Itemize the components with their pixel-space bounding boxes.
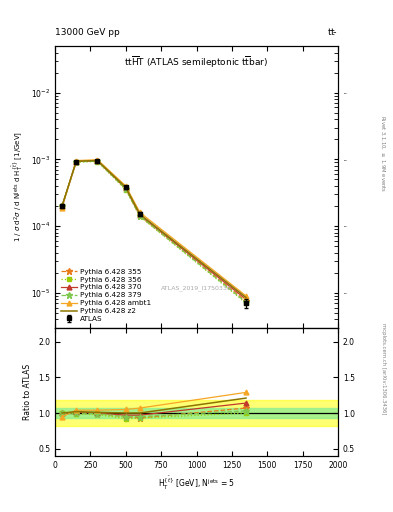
Pythia 6.428 355 <box>60 203 64 209</box>
Bar <box>55 400 338 426</box>
Pythia 6.428 355 <box>123 186 128 192</box>
Pythia 6.428 ambt1 <box>60 204 64 210</box>
Pythia 6.428 379 <box>74 159 79 165</box>
Pythia 6.428 370 <box>138 212 142 219</box>
Text: ATLAS_2019_I1750330: ATLAS_2019_I1750330 <box>161 285 232 291</box>
Pythia 6.428 356 <box>138 214 142 220</box>
Pythia 6.428 356 <box>123 187 128 193</box>
Pythia 6.428 355 <box>74 158 79 164</box>
Text: tt$\overline{\mathrm{H}}$T (ATLAS semileptonic t$\overline{\mathrm{t}}$bar): tt$\overline{\mathrm{H}}$T (ATLAS semile… <box>125 55 268 70</box>
Pythia 6.428 370 <box>123 185 128 191</box>
Pythia 6.428 379 <box>138 213 142 219</box>
Bar <box>55 408 338 418</box>
Text: mcplots.cern.ch [arXiv:1306.3436]: mcplots.cern.ch [arXiv:1306.3436] <box>381 323 386 414</box>
Pythia 6.428 z2 <box>74 158 79 164</box>
Line: Pythia 6.428 ambt1: Pythia 6.428 ambt1 <box>60 157 248 298</box>
Pythia 6.428 ambt1 <box>95 157 100 163</box>
Legend: Pythia 6.428 355, Pythia 6.428 356, Pythia 6.428 370, Pythia 6.428 379, Pythia 6: Pythia 6.428 355, Pythia 6.428 356, Pyth… <box>59 267 153 324</box>
Pythia 6.428 379 <box>60 203 64 209</box>
Pythia 6.428 370 <box>74 158 79 164</box>
Line: Pythia 6.428 356: Pythia 6.428 356 <box>60 159 248 306</box>
Pythia 6.428 z2 <box>123 184 128 190</box>
Y-axis label: 1 / $\sigma$ d$^2\sigma$ / d N$^{\rm jets}$ d H$_{\rm T}^{\{{\bar{t}}\}}$ [1/GeV: 1 / $\sigma$ d$^2\sigma$ / d N$^{\rm jet… <box>10 132 25 242</box>
Pythia 6.428 356 <box>244 300 248 306</box>
Pythia 6.428 ambt1 <box>74 158 79 164</box>
Pythia 6.428 370 <box>244 296 248 303</box>
Pythia 6.428 z2 <box>95 158 100 164</box>
Line: Pythia 6.428 z2: Pythia 6.428 z2 <box>62 161 246 297</box>
Pythia 6.428 379 <box>244 299 248 305</box>
Text: tt$\bar{}$: tt$\bar{}$ <box>327 26 338 37</box>
Line: Pythia 6.428 370: Pythia 6.428 370 <box>60 158 248 302</box>
Pythia 6.428 z2 <box>138 211 142 218</box>
Pythia 6.428 ambt1 <box>138 209 142 216</box>
Y-axis label: Ratio to ATLAS: Ratio to ATLAS <box>24 364 33 420</box>
Pythia 6.428 355 <box>138 214 142 220</box>
Pythia 6.428 356 <box>60 203 64 209</box>
Pythia 6.428 379 <box>123 186 128 192</box>
Pythia 6.428 379 <box>95 158 100 164</box>
Pythia 6.428 356 <box>95 158 100 164</box>
Text: 13000 GeV pp: 13000 GeV pp <box>55 28 120 37</box>
Pythia 6.428 ambt1 <box>244 293 248 299</box>
Pythia 6.428 z2 <box>60 203 64 209</box>
Pythia 6.428 355 <box>244 298 248 304</box>
Text: Rivet 3.1.10, $\geq$ 1.9M events: Rivet 3.1.10, $\geq$ 1.9M events <box>379 115 387 192</box>
Pythia 6.428 ambt1 <box>123 183 128 189</box>
Pythia 6.428 370 <box>60 203 64 209</box>
Line: Pythia 6.428 379: Pythia 6.428 379 <box>59 158 249 306</box>
Pythia 6.428 z2 <box>244 294 248 301</box>
X-axis label: H$_{\rm T}^{\{{\bar{t}}\}}$ [GeV], N$^{\rm jets}$ = 5: H$_{\rm T}^{\{{\bar{t}}\}}$ [GeV], N$^{\… <box>158 475 235 493</box>
Line: Pythia 6.428 355: Pythia 6.428 355 <box>59 158 249 304</box>
Pythia 6.428 355 <box>95 158 100 164</box>
Pythia 6.428 370 <box>95 158 100 164</box>
Pythia 6.428 356 <box>74 159 79 165</box>
